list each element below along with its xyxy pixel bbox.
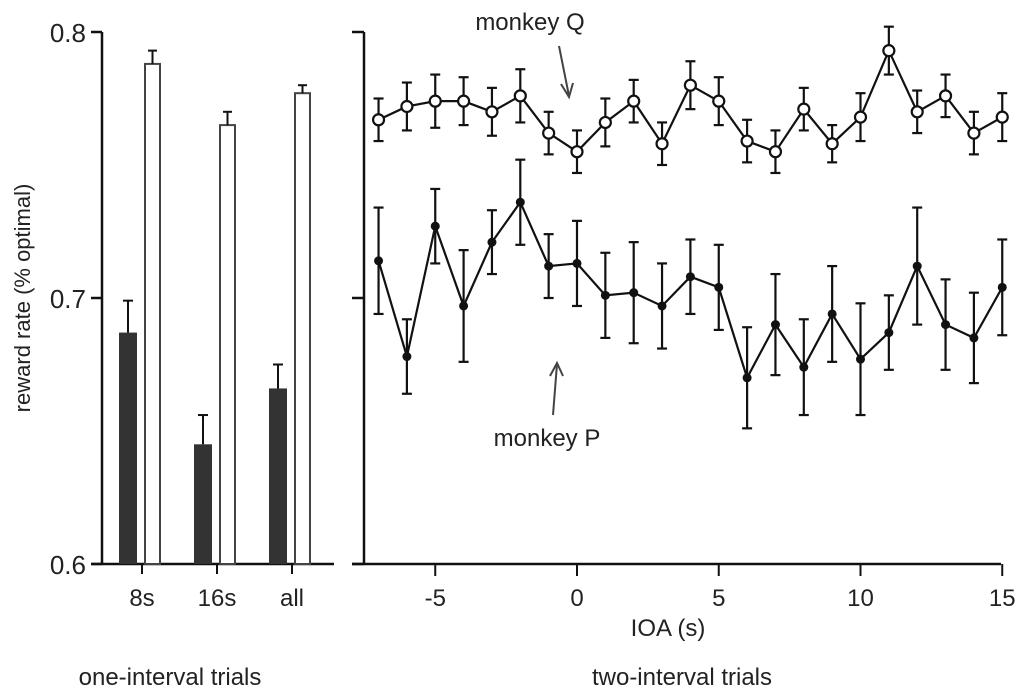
data-point-filled (799, 362, 809, 372)
x-tick-label: 8s (129, 585, 154, 612)
data-point-open (371, 113, 386, 127)
y-tick-label: 0.7 (50, 284, 86, 314)
bar-monkey-q (219, 124, 236, 565)
data-point-open (655, 137, 669, 151)
data-point-open (853, 110, 868, 124)
bar-monkey-p (194, 444, 212, 564)
y-tick-label: 0.6 (50, 550, 86, 580)
annotation-monkey-p: monkey P (494, 425, 601, 452)
data-point-open (910, 105, 924, 119)
data-point-open (570, 145, 584, 159)
x-tick-label: 0 (570, 585, 583, 612)
data-point-open (825, 137, 839, 151)
data-point-filled (402, 352, 412, 362)
bar-monkey-p (269, 388, 287, 564)
data-point-open (740, 134, 754, 148)
data-point-open (712, 94, 726, 108)
arrow-icon-p (549, 360, 564, 416)
data-point-filled (515, 197, 525, 207)
arrow-icon-q (558, 45, 574, 100)
data-point-filled (997, 282, 1007, 292)
data-point-open (485, 105, 499, 119)
data-point-filled (856, 354, 865, 364)
data-point-filled (884, 328, 894, 338)
data-point-filled (742, 373, 752, 383)
data-point-filled (770, 320, 780, 330)
data-point-filled (572, 258, 582, 268)
x-tick-label: 5 (712, 585, 725, 612)
data-point-filled (487, 237, 497, 247)
data-point-filled (629, 288, 639, 298)
annotation-monkey-q: monkey Q (475, 9, 584, 36)
data-point-open (967, 126, 981, 140)
data-point-filled (714, 282, 724, 292)
bar-chart-panel: 0.6 0.7 0.8 8s 16s all reward rate (% optima… (10, 18, 334, 691)
data-point-open (598, 115, 612, 130)
y-tick-label: 0.8 (50, 18, 86, 48)
data-point-filled (600, 290, 610, 300)
data-point-filled (941, 320, 951, 330)
left-panel-label: one-interval trials (79, 664, 262, 691)
data-point-open (768, 145, 783, 159)
data-point-filled (969, 333, 979, 343)
data-point-open (542, 126, 556, 140)
bar-monkey-q (294, 92, 311, 566)
data-point-open (797, 102, 811, 116)
x-tick-label: 15 (989, 585, 1016, 612)
data-point-open (627, 94, 641, 108)
data-point-open (882, 44, 896, 58)
data-point-filled (544, 261, 554, 271)
right-panel-label: two-interval trials (592, 664, 772, 691)
data-point-open (683, 78, 698, 92)
data-point-filled (685, 272, 695, 282)
data-point-filled (657, 301, 667, 311)
data-point-open (400, 99, 414, 114)
x-tick-label: -5 (425, 585, 446, 612)
data-point-filled (430, 221, 440, 231)
data-point-filled (374, 256, 384, 266)
line-chart-panel: -5 0 5 10 15 IOA (s) two-interval trials mon… (352, 9, 1016, 691)
data-point-filled (912, 261, 922, 271)
data-point-open (995, 110, 1009, 124)
y-axis-label: reward rate (% optimal) (10, 184, 35, 413)
x-tick-label: 16s (198, 585, 237, 612)
x-axis-label: IOA (s) (631, 615, 706, 642)
bar-monkey-q (144, 62, 161, 565)
x-tick-label: all (280, 585, 304, 612)
data-point-open (457, 94, 471, 108)
data-point-open (513, 89, 527, 103)
bar-monkey-p (119, 332, 137, 564)
data-point-open (428, 94, 442, 108)
data-point-filled (459, 301, 469, 311)
data-point-filled (827, 309, 837, 319)
x-tick-label: 10 (847, 585, 874, 612)
data-point-open (938, 89, 953, 103)
